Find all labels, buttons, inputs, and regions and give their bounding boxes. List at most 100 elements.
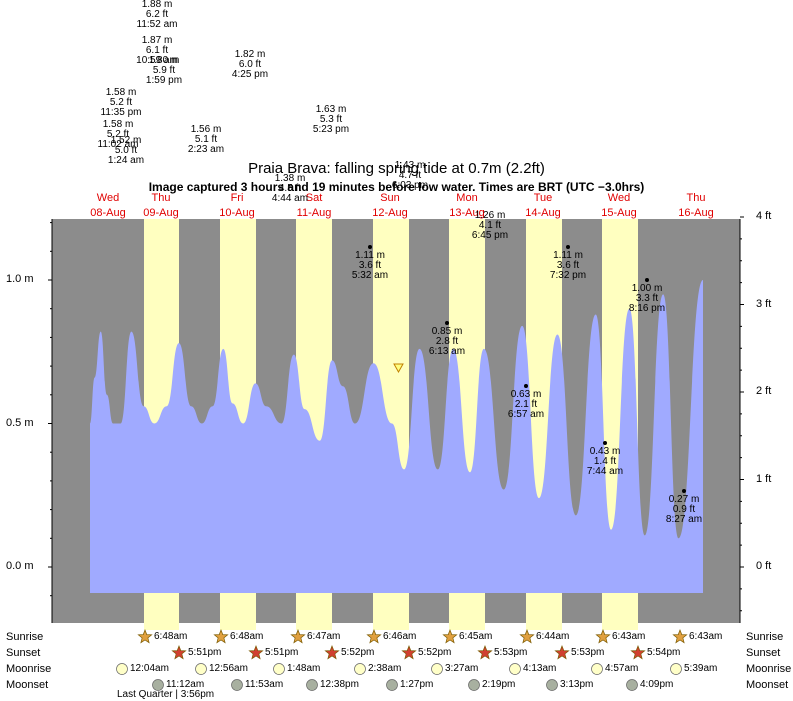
tide-annotation-time: 7:32 pm [549, 270, 587, 281]
moonset-icon [468, 679, 480, 691]
daylight-band-extension [449, 623, 485, 630]
tide-annotation-height-m: 1.00 m [631, 283, 663, 294]
sunrise-icon [519, 629, 535, 644]
sunset-icon [554, 645, 570, 660]
moonrise-icon [354, 663, 366, 675]
tide-extreme-dot [645, 278, 649, 282]
moonset-time: 4:09pm [640, 679, 674, 690]
day-label: Fri [230, 192, 244, 204]
tide-annotation-height-m: 1.63 m [315, 104, 347, 115]
moonset-icon [626, 679, 638, 691]
tide-annotation-height-m: 0.43 m [589, 446, 621, 457]
date-label: 16-Aug [678, 207, 714, 219]
moonrise-time: 3:27am [445, 663, 479, 674]
sunrise-time: 6:43am [612, 631, 646, 642]
moonset-icon [231, 679, 243, 691]
right-tick-label: 0 ft [756, 560, 772, 572]
moonrise-icon [509, 663, 521, 675]
tide-annotation-height-m: 1.82 m [234, 49, 266, 60]
sunset-icon [248, 645, 264, 660]
tide-extreme-dot [368, 245, 372, 249]
tide-annotation-height-m: 1.43 m [394, 160, 426, 171]
tide-annotation-height-m: 1.38 m [274, 173, 306, 184]
row-label-right: Moonrise [746, 663, 792, 675]
left-tick-label: 1.0 m [6, 273, 34, 285]
tide-extreme-dot [682, 489, 686, 493]
moonset-time: 3:13pm [560, 679, 594, 690]
row-label-left: Sunset [6, 647, 41, 659]
date-label: 08-Aug [90, 207, 126, 219]
date-label: 11-Aug [296, 207, 332, 219]
sunset-icon [401, 645, 417, 660]
daylight-band-extension [144, 623, 179, 630]
tide-annotation-height-m: 1.58 m [105, 87, 137, 98]
daylight-band-extension [526, 623, 562, 630]
tide-annotation-height-m: 1.11 m [355, 250, 385, 261]
tide-annotation-height-ft: 4.1 ft [478, 220, 502, 231]
sunrise-time: 6:48am [230, 631, 264, 642]
sunrise-time: 6:44am [536, 631, 570, 642]
row-label-left: Moonrise [6, 663, 52, 675]
tide-annotation-height-m: 1.87 m [141, 35, 173, 46]
tide-annotation-height-m: 0.27 m [668, 494, 700, 505]
right-tick-label: 1 ft [756, 472, 772, 485]
date-label: 10-Aug [219, 207, 255, 219]
moonset-icon [546, 679, 558, 691]
moonset-time: 2:19pm [482, 679, 516, 690]
sunrise-time: 6:43am [689, 631, 723, 642]
right-tick-label: 3 ft [756, 297, 772, 310]
sunset-time: 5:53pm [494, 647, 528, 658]
moonrise-time: 1:48am [287, 663, 321, 674]
tide-annotation-height-m: 1.52 m [110, 135, 142, 146]
tide-extreme-dot [603, 441, 607, 445]
moonset-time: 1:27pm [400, 679, 434, 690]
date-label: 09-Aug [143, 207, 179, 219]
tide-annotation-height-m: 1.88 m [141, 0, 173, 10]
row-label-left: Sunrise [6, 631, 44, 643]
sunrise-icon [366, 629, 382, 644]
tide-annotation-time: 11:52 am [136, 19, 178, 30]
day-label: Mon [456, 192, 478, 204]
sunset-time: 5:51pm [188, 647, 222, 658]
tide-annotation-height-m: 0.63 m [510, 389, 542, 400]
tide-annotation-height-m: 1.26 m [474, 210, 506, 221]
right-tick-label: 4 ft [756, 210, 772, 222]
tide-annotation-height-m: 1.11 m [553, 250, 583, 261]
tide-annotation-time: 5:32 am [351, 270, 389, 281]
tide-annotation-height-ft: 4.7 ft [398, 170, 422, 181]
tide-annotation-time: 6:57 am [507, 409, 545, 420]
moonrise-icon [431, 663, 443, 675]
tide-annotation-height-m: 1.58 m [102, 119, 134, 130]
date-label: 13-Aug [449, 207, 485, 219]
date-label: 15-Aug [601, 207, 637, 219]
day-label: Sat [305, 192, 323, 204]
tide-annotation-time: 7:44 am [586, 466, 624, 477]
tide-annotation-height-ft: 2.8 ft [435, 336, 459, 347]
tide-annotation-height-ft: 6.1 ft [145, 45, 169, 56]
moonrise-icon [116, 663, 128, 675]
moon-phase-label: Last Quarter | 3:56pm [117, 689, 215, 700]
moonrise-icon [195, 663, 207, 675]
row-label-right: Sunset [746, 647, 781, 659]
tide-annotation-time: 6:45 pm [471, 230, 509, 241]
date-label: 12-Aug [372, 207, 408, 219]
moonset-icon [386, 679, 398, 691]
tide-annotation-height-ft: 5.1 ft [194, 134, 218, 145]
sunrise-time: 6:45am [459, 631, 493, 642]
sunrise-icon [442, 629, 458, 644]
moonrise-time: 4:57am [605, 663, 639, 674]
tide-annotation-time: 1:24 am [107, 155, 145, 166]
tide-annotation-height-ft: 4.5 ft [278, 183, 302, 194]
daylight-band-extension [373, 623, 409, 630]
day-label: Thu [686, 192, 706, 204]
row-label-left: Moonset [6, 679, 49, 691]
day-label: Tue [533, 192, 553, 204]
tide-annotation-time: 4:44 am [271, 193, 309, 204]
tide-annotation-time: 11:35 pm [100, 107, 142, 118]
tide-annotation-height-m: 1.80 m [148, 55, 180, 66]
tide-annotation-height-ft: 3.6 ft [358, 260, 382, 271]
sunset-icon [324, 645, 340, 660]
tide-annotation-height-ft: 5.2 ft [109, 97, 133, 108]
tide-annotation-time: 6:03 pm [391, 180, 429, 191]
